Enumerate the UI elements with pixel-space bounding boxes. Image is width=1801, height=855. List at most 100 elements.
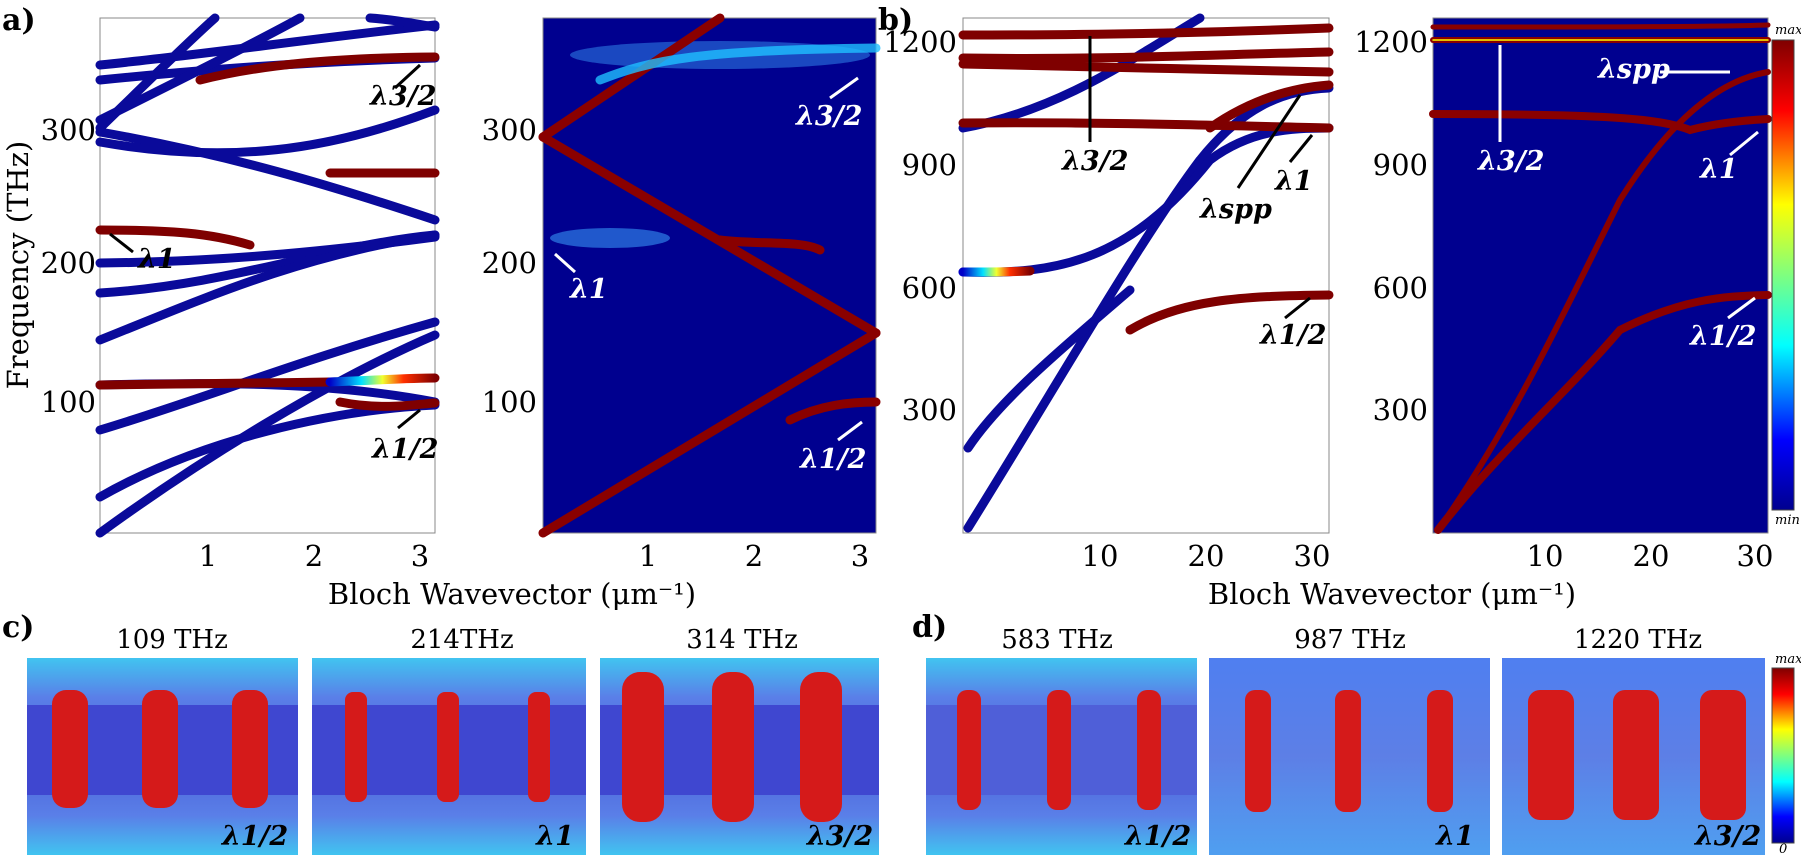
panel-d-field-maps: 583 THz λ1/2 987 THz λ1 1220 THz [926, 625, 1801, 855]
glow [550, 228, 670, 248]
annotation-arrow [1729, 130, 1759, 157]
annotation-lambda-3-2: λ3/2 [1477, 146, 1544, 177]
dispersion-line [1429, 110, 1772, 135]
resonator [800, 672, 842, 822]
resonator [1335, 690, 1361, 812]
field-map-mode-label: λ1 [535, 821, 574, 852]
dispersion-line [538, 13, 725, 142]
band-line [95, 127, 440, 225]
annotation-arrow [1727, 296, 1756, 320]
resonator [622, 672, 664, 822]
annotation-lambda-spp: λspp [1199, 194, 1272, 225]
y-tick: 1200 [883, 25, 957, 59]
annotation-lambda-1-2: λ1/2 [1689, 321, 1756, 352]
y-tick: 1200 [1354, 25, 1428, 59]
field-map-mode-label: λ1 [1435, 821, 1474, 852]
annotation-lambda-1-2: λ1/2 [799, 444, 866, 475]
annotation-arrow [109, 232, 134, 254]
y-tick: 300 [482, 113, 537, 147]
annotation-lambda-3-2: λ3/2 [369, 81, 436, 112]
y-tick: 200 [482, 246, 537, 280]
field-map-987: 987 THz λ1 [1209, 625, 1490, 855]
dispersion-line [538, 132, 881, 338]
resonator [142, 690, 178, 808]
y-tick: 300 [902, 393, 957, 427]
y-tick: 300 [41, 113, 96, 147]
annotation-lambda-1: λ1 [137, 244, 176, 275]
field-map-frequency: 314 THz [686, 625, 798, 655]
resonators [957, 690, 1161, 810]
panel-c-label: c) [2, 610, 34, 645]
colorbar [1771, 39, 1795, 511]
band-line [95, 20, 440, 70]
panel-b-left-annotations: λ3/2 λspp λ1 λ1/2 [1061, 36, 1326, 351]
panel-a-dispersion-map: 1 2 3 100 200 300 λ1 λ3/2 λ1/2 [482, 13, 881, 573]
band-line [95, 330, 440, 538]
band-line-hot [958, 59, 1334, 77]
band-line [95, 13, 305, 125]
resonator [712, 672, 754, 822]
annotation-arrow [837, 420, 863, 442]
annotation-lambda-3-2: λ3/2 [795, 101, 862, 132]
x-tick: 30 [1737, 539, 1774, 573]
band-line-hot [958, 47, 1334, 63]
resonators [622, 672, 842, 822]
panel-d-colorbar: max 0 [1771, 652, 1801, 855]
panel-a-right-xticks: 1 2 3 [639, 539, 869, 573]
annotation-lambda-spp: λspp [1597, 54, 1670, 85]
field-map-frequency: 109 THz [116, 625, 228, 655]
dispersion-line [1434, 291, 1772, 534]
panel-b-right-annotations: λ3/2 λspp λ1 λ1/2 [1477, 45, 1759, 352]
resonators [1528, 690, 1746, 820]
panel-a-band-plot: 1 2 3 100 200 300 λ1 λ3/2 λ1/2 [41, 13, 440, 573]
resonator [1427, 690, 1453, 812]
panel-b-right-xticks: 10 20 30 [1527, 539, 1774, 573]
colorbar-min-label: 0 [1779, 842, 1787, 855]
dispersion-line [785, 397, 881, 425]
annotation-arrow [1284, 296, 1311, 320]
x-axis-label-a: Bloch Wavevector (μm⁻¹) [328, 577, 696, 611]
x-tick: 20 [1188, 539, 1225, 573]
panel-b-right-yticks: 300 600 900 1200 [1354, 25, 1428, 427]
y-axis-label: Frequency (THz) [1, 141, 35, 390]
y-tick: 600 [902, 271, 957, 305]
panel-a-left-yticks: 100 200 300 [41, 113, 96, 419]
resonator [528, 692, 550, 802]
panel-a-right-lines [538, 13, 881, 538]
resonator [1528, 690, 1574, 820]
y-tick: 200 [41, 246, 96, 280]
x-tick: 10 [1082, 539, 1119, 573]
band-line-hot [95, 377, 335, 390]
annotation-arrow [397, 408, 421, 430]
annotation-lambda-1: λ1 [569, 274, 608, 305]
x-tick: 2 [305, 539, 323, 573]
panel-b-dispersion-map: 10 20 30 300 600 900 1200 λ3/2 λspp λ1 λ… [1354, 17, 1801, 573]
field-map-314: 314 THz λ3/2 [600, 625, 879, 855]
band-line-hot [195, 52, 440, 85]
dispersion-line [715, 235, 825, 255]
band-line-hot [325, 373, 440, 387]
annotation-arrow [553, 252, 577, 274]
colorbar [1771, 667, 1795, 844]
x-axis-label-b: Bloch Wavevector (μm⁻¹) [1208, 577, 1576, 611]
y-tick: 300 [1373, 393, 1428, 427]
band-line [95, 105, 440, 158]
y-tick: 900 [902, 148, 957, 182]
x-tick: 3 [851, 539, 869, 573]
resonator [345, 692, 367, 802]
annotation-lambda-1-2: λ1/2 [1259, 320, 1326, 351]
resonator [437, 692, 459, 802]
band-line-hot [95, 225, 255, 250]
y-tick: 100 [41, 385, 96, 419]
field-map-109: 109 THz λ1/2 [27, 625, 298, 855]
panel-a-left-annotations: λ1 λ3/2 λ1/2 [109, 63, 438, 465]
band-line-hot [958, 266, 1035, 277]
band-line [95, 230, 440, 345]
resonator [957, 690, 981, 810]
field-map-1220: 1220 THz λ3/2 [1502, 625, 1765, 855]
field-map-mode-label: λ1/2 [221, 821, 288, 852]
annotation-arrow [393, 63, 422, 90]
annotation-lambda-1: λ1 [1699, 154, 1738, 185]
panel-b-right-lines [1429, 22, 1772, 534]
y-tick: 900 [1373, 148, 1428, 182]
